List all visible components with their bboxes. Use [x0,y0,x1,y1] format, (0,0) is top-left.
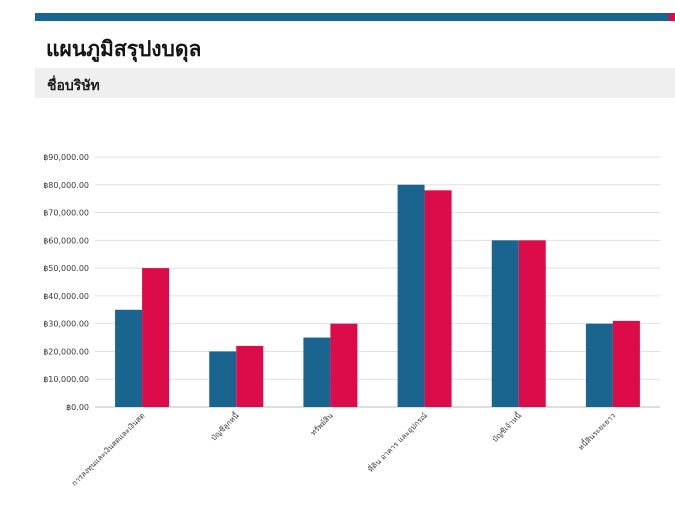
bar-series-2 [518,240,546,407]
bar-series-1 [491,240,519,407]
y-tick-label: ฿80,000.00 [43,181,89,190]
company-name: ชื่อบริษัท [47,78,100,94]
bar-series-2 [142,268,170,407]
bar-series-1 [115,309,143,407]
x-category-label: หนี้สินระยะยาว [576,410,618,452]
y-tick-label: ฿70,000.00 [43,209,89,218]
bar-series-1 [303,337,331,407]
x-category-label: ทรัพย์สิน [309,411,335,437]
page-title: แผนภูมิสรุปงบดุล [46,37,202,61]
y-tick-label: ฿60,000.00 [43,236,89,245]
bar-series-1 [397,184,425,407]
bar-series-2 [330,323,358,407]
bar-series-2 [612,320,640,407]
header-bar [35,13,671,21]
y-tick-label: ฿30,000.00 [43,320,89,329]
y-tick-label: ฿50,000.00 [43,264,89,273]
bar-series-2 [236,345,264,407]
subtitle-band: ชื่อบริษัท [35,68,675,98]
bar-series-1 [209,351,237,407]
bar-series-1 [585,323,613,407]
x-category-label: บัญชีลูกหนี้ [209,410,242,443]
y-tick-label: ฿20,000.00 [43,347,89,356]
x-category-label: ที่ดิน อาคาร และอุปกรณ์ [365,410,429,474]
header-bar-accent [669,13,675,21]
y-tick-label: ฿0.00 [66,403,89,412]
bar-series-2 [424,190,452,407]
y-tick-label: ฿40,000.00 [43,292,89,301]
y-tick-label: ฿10,000.00 [43,375,89,384]
x-category-label: บัญชีเจ้าหนี้ [490,410,524,444]
y-tick-label: ฿90,000.00 [43,153,89,162]
x-category-label: การลงทุนและเงินสดและเงินสด [70,411,147,488]
